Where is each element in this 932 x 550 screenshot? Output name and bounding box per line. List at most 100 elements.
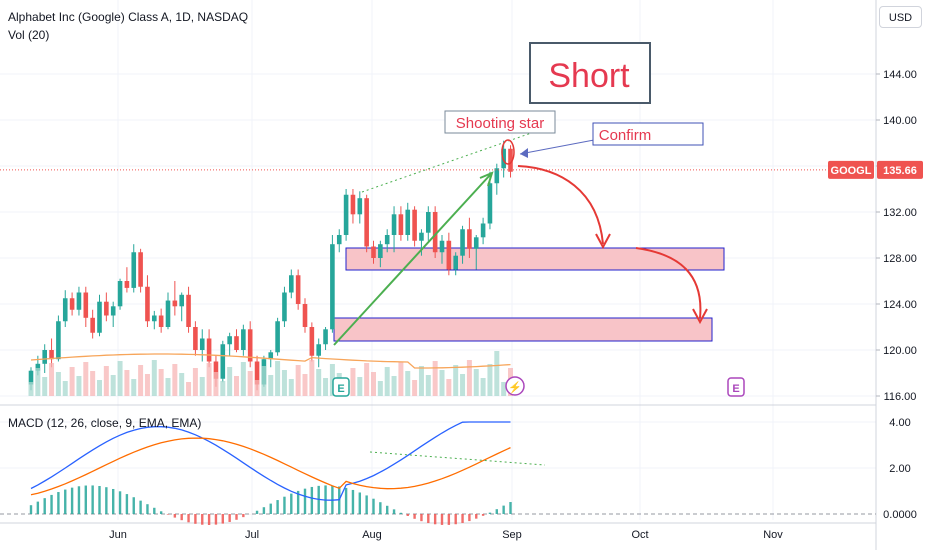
currency-button[interactable]: USD [879, 6, 922, 28]
volume-bar [138, 365, 144, 396]
candle [104, 292, 109, 322]
candle [378, 240, 383, 268]
candle [439, 235, 445, 264]
candle-body [76, 292, 82, 310]
volume-bar [49, 363, 55, 396]
candle-body [56, 321, 61, 360]
candle-body [199, 338, 205, 350]
candle-body [289, 275, 294, 293]
macd-histogram-bar [392, 509, 396, 514]
macd-histogram-bar [214, 514, 218, 525]
volume-bar [384, 367, 390, 396]
volume-bar [412, 380, 418, 396]
macd-histogram-bar [344, 487, 348, 514]
candle-body [391, 214, 397, 235]
volume-bar [473, 369, 479, 396]
candle [453, 252, 458, 276]
candle-body [453, 255, 458, 270]
candle-body [158, 315, 164, 327]
macd-histogram-bar [386, 505, 389, 514]
volume-bar [172, 364, 178, 396]
macd-histogram-bar [153, 507, 156, 514]
candle [138, 248, 143, 293]
candle [473, 235, 479, 270]
macd-histogram-bar [502, 505, 505, 514]
confirm-pointer-head [520, 148, 528, 158]
shooting-star-label: Shooting star [456, 115, 544, 132]
candle-body [295, 275, 301, 304]
volume-bar [124, 370, 130, 396]
volume-bar [432, 361, 438, 396]
macd-histogram-bar [351, 489, 355, 514]
ticker-badge [828, 160, 874, 179]
volume-bar [247, 371, 253, 396]
candle-body [460, 229, 465, 256]
candle [426, 206, 431, 241]
price-tick-label: 120.00 [883, 345, 917, 357]
symbol-legend: Alphabet Inc (Google) Class A, 1D, NASDA… [8, 10, 249, 24]
price-tick-label: 128.00 [883, 253, 917, 265]
macd-histogram-bar [358, 492, 361, 514]
candle [247, 321, 253, 368]
macd-histogram-bar [29, 505, 33, 514]
macd-histogram-bar [50, 494, 53, 514]
candle [412, 206, 417, 247]
candle [220, 340, 226, 383]
volume-bar [288, 379, 294, 396]
macd-histogram-bar [201, 514, 204, 525]
candle [56, 315, 61, 362]
confirm-box [592, 122, 704, 146]
price-tick-label: 144.00 [883, 69, 917, 81]
candle [234, 329, 239, 353]
candle-body [357, 198, 363, 215]
price-tick-label: 140.00 [883, 115, 917, 127]
candle-body [28, 370, 34, 385]
candle [62, 290, 68, 327]
candle [330, 235, 335, 333]
candle [350, 189, 356, 224]
down-arrow-first [517, 165, 604, 245]
volume-bar [234, 376, 239, 396]
macd-histogram-bar [57, 492, 60, 514]
candle-body [302, 304, 308, 327]
candle-body [83, 292, 89, 318]
candle-body [227, 336, 232, 345]
candle-body [62, 298, 68, 322]
macd-histogram-bar [125, 494, 129, 514]
macd-histogram-bar [187, 514, 190, 523]
candle-body [69, 298, 75, 310]
macd-histogram-bar [283, 496, 286, 514]
candle-body [364, 198, 369, 247]
candle-body [193, 327, 198, 350]
candle-body [35, 363, 41, 371]
candle-body [145, 286, 150, 322]
candle [131, 244, 137, 293]
candle-body [494, 168, 500, 184]
candle [460, 225, 465, 264]
time-tick-label: Sep [502, 529, 522, 541]
candle [49, 338, 54, 368]
volume-bar [494, 351, 500, 396]
candle [83, 286, 89, 327]
candle-body [467, 229, 472, 249]
volume-bar [131, 379, 137, 396]
price-tick-label: 116.00 [884, 391, 917, 403]
candle-body [241, 329, 246, 350]
macd-histogram-bar [509, 502, 512, 514]
future-earnings-marker-icon [727, 377, 745, 397]
candle-body [282, 292, 287, 322]
time-tick-label: Oct [631, 529, 648, 541]
macd-histogram-bar [146, 504, 149, 514]
volume-bar [501, 382, 507, 396]
candle [193, 321, 198, 356]
last-price-label: 135.66 [883, 165, 917, 177]
candle [289, 269, 294, 299]
candle [179, 292, 184, 322]
volume-bar [425, 375, 431, 396]
price-tick-label: 124.00 [883, 299, 917, 311]
candle-body [254, 361, 260, 385]
volume-bar [62, 381, 68, 396]
macd-histogram-bar [420, 514, 423, 522]
candle [371, 240, 376, 264]
